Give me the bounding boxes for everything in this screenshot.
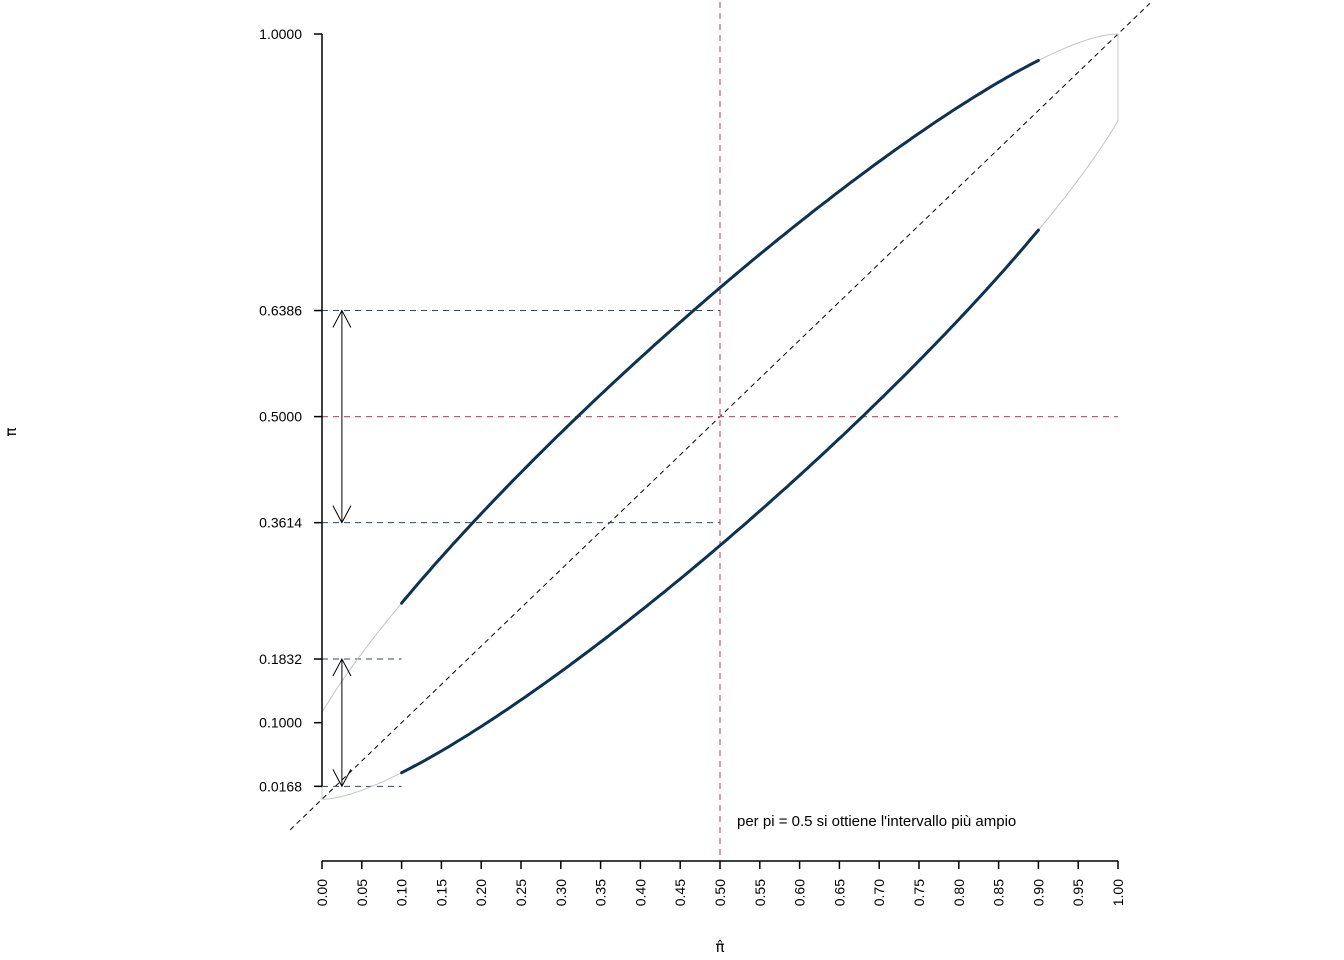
y-tick-label: 1.0000 <box>259 26 302 42</box>
x-tick-label: 1.00 <box>1110 879 1126 906</box>
x-tick-label: 0.60 <box>792 879 808 906</box>
x-tick-label: 0.75 <box>911 879 927 906</box>
y-tick-label: 0.6386 <box>259 303 302 319</box>
y-axis-title: π <box>2 427 20 436</box>
x-tick-label: 0.55 <box>752 879 768 906</box>
x-tick-label: 0.45 <box>672 879 688 906</box>
curves-layer <box>321 33 1119 800</box>
x-tick-label: 0.20 <box>473 879 489 906</box>
x-tick-label: 0.70 <box>871 879 887 906</box>
y-tick-label: 0.0168 <box>259 778 302 794</box>
lower-bound-curve <box>400 228 1040 775</box>
x-tick-label: 0.95 <box>1070 879 1086 906</box>
x-tick-label: 0.10 <box>394 879 410 906</box>
y-tick-label: 0.3614 <box>259 515 302 531</box>
x-tick-label: 0.65 <box>831 879 847 906</box>
annotation-text: per pi = 0.5 si ottiene l'intervallo più… <box>737 813 1016 830</box>
x-tick-label: 0.15 <box>433 879 449 906</box>
interval-arrow-head-top <box>332 657 352 677</box>
interval-arrows-layer <box>332 309 352 788</box>
x-tick-label: 0.90 <box>1030 879 1046 906</box>
x-tick-label: 0.40 <box>632 879 648 906</box>
x-tick-label: 0.25 <box>513 879 529 906</box>
x-tick-label: 0.80 <box>951 879 967 906</box>
x-tick-label: 0.05 <box>354 879 370 906</box>
interval-arrow-head-bottom <box>332 769 352 788</box>
interval-arrow-head-bottom <box>332 505 352 524</box>
guide-lines-layer <box>289 2 1151 861</box>
y-tick-label: 0.5000 <box>259 409 302 425</box>
y-tick-label: 0.1000 <box>259 715 302 731</box>
y-tick-label: 0.1832 <box>259 651 302 667</box>
x-tick-label: 0.85 <box>991 879 1007 906</box>
x-tick-label: 0.50 <box>712 879 728 906</box>
upper-bound-curve <box>400 59 1040 605</box>
x-tick-label: 0.30 <box>553 879 569 906</box>
interval-arrow-head-top <box>332 309 352 328</box>
x-tick-label: 0.00 <box>314 879 330 906</box>
x-tick-label: 0.35 <box>593 879 609 906</box>
x-axis-title: π̂ <box>715 938 724 956</box>
axes-layer: 1.0000 0.6386 0.5000 0.3614 0.1832 0.1000 0.01… <box>259 26 1126 906</box>
